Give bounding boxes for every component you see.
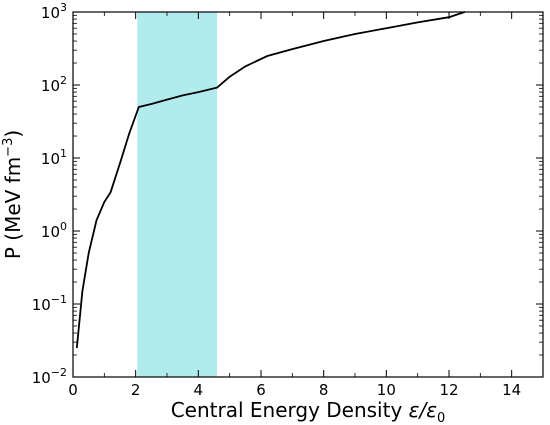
x-tick-label: 2: [131, 381, 141, 399]
x-tick-label: 10: [377, 381, 396, 399]
data-line-series: [75, 11, 465, 349]
y-tick-label: 101: [41, 147, 67, 168]
x-tick-label: 12: [439, 381, 458, 399]
plot-frame: [72, 11, 544, 378]
x-tick-label: 0: [68, 381, 78, 399]
x-tick-label: 14: [502, 381, 521, 399]
y-tick-label: 102: [41, 74, 67, 95]
x-tick-label: 6: [256, 381, 266, 399]
axis-ticks: 0 2 4 6 8 10 12 14 10−2 10−1 100 101 102 103: [32, 1, 543, 399]
y-tick-label: 10−1: [32, 293, 67, 314]
y-tick-label: 100: [41, 220, 67, 241]
y-tick-label: 103: [41, 1, 67, 22]
x-tick-label: 8: [319, 381, 329, 399]
shaded-density-region: [137, 12, 218, 377]
x-tick-label: 4: [194, 381, 204, 399]
x-axis-label: Central Energy Density ε/ε0: [171, 398, 446, 425]
y-axis-label: P (MeV fm−3): [1, 130, 25, 259]
y-tick-label: 10−2: [32, 366, 67, 387]
